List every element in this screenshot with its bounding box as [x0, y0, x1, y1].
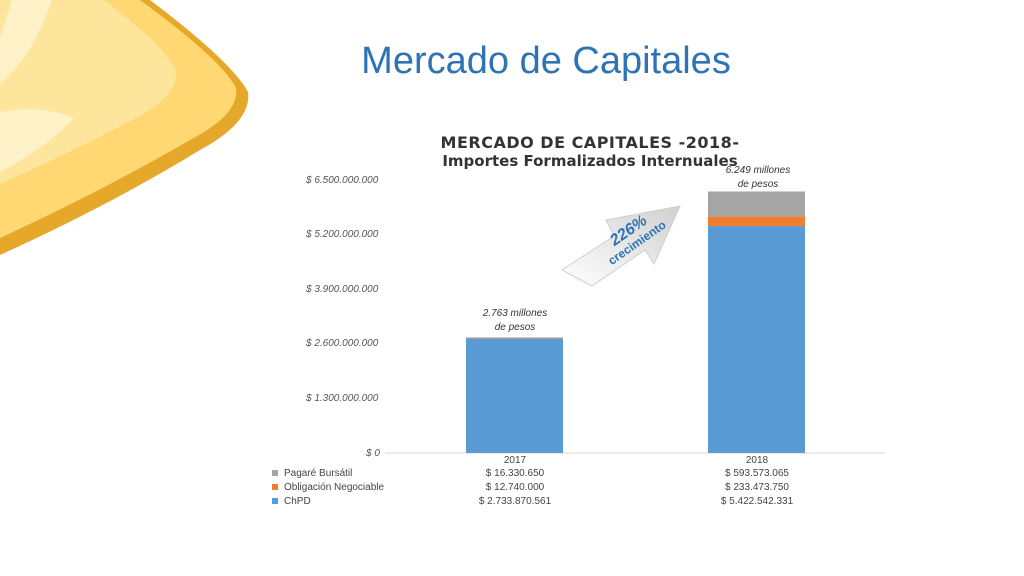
slide-title: Mercado de Capitales	[361, 40, 731, 82]
bar-segment-obligacion	[708, 216, 805, 227]
category-label: 2017	[503, 455, 527, 466]
total-annotation-2018: 6.249 millones de pesos	[725, 165, 791, 190]
legend-row-pagare: Pagaré Bursátil	[272, 468, 352, 479]
y-tick-label: $ 5.200.000.000	[306, 229, 379, 240]
bar-segment-chpd	[708, 226, 805, 453]
y-tick-label: $ 6.500.000.000	[306, 175, 379, 186]
table-cell: $ 593.573.065	[725, 468, 789, 479]
category-label: 2018	[745, 455, 769, 466]
total-annotation-2017: 2.763 millones de pesos	[482, 308, 548, 333]
bar-segment-chpd	[466, 338, 563, 453]
table-cell: $ 12.740.000	[485, 482, 545, 493]
table-cell: $ 16.330.650	[485, 468, 545, 479]
legend-row-obligacion: Obligación Negociable	[272, 482, 384, 493]
bar-segment-obligacion	[466, 338, 563, 339]
y-tick-label: $ 1.300.000.000	[306, 393, 379, 404]
legend-swatch	[272, 470, 278, 477]
y-tick-label: $ 0	[366, 448, 380, 459]
bar-segment-pagare	[708, 191, 805, 217]
chart-title: MERCADO DE CAPITALES -2018-	[440, 133, 740, 152]
table-cell: $ 233.473.750	[725, 482, 789, 493]
legend-row-chpd: ChPD	[272, 496, 311, 507]
corner-decoration	[0, 0, 249, 255]
bar-segment-pagare	[466, 337, 563, 339]
y-tick-label: $ 2.600.000.000	[306, 338, 379, 349]
chart-subtitle: Importes Formalizados Internuales	[442, 152, 738, 170]
y-tick-label: $ 3.900.000.000	[306, 284, 379, 295]
legend-swatch	[272, 498, 278, 505]
table-cell: $ 5.422.542.331	[720, 496, 794, 507]
growth-arrow	[561, 205, 681, 287]
table-cell: $ 2.733.870.561	[478, 496, 552, 507]
legend-swatch	[272, 484, 278, 491]
